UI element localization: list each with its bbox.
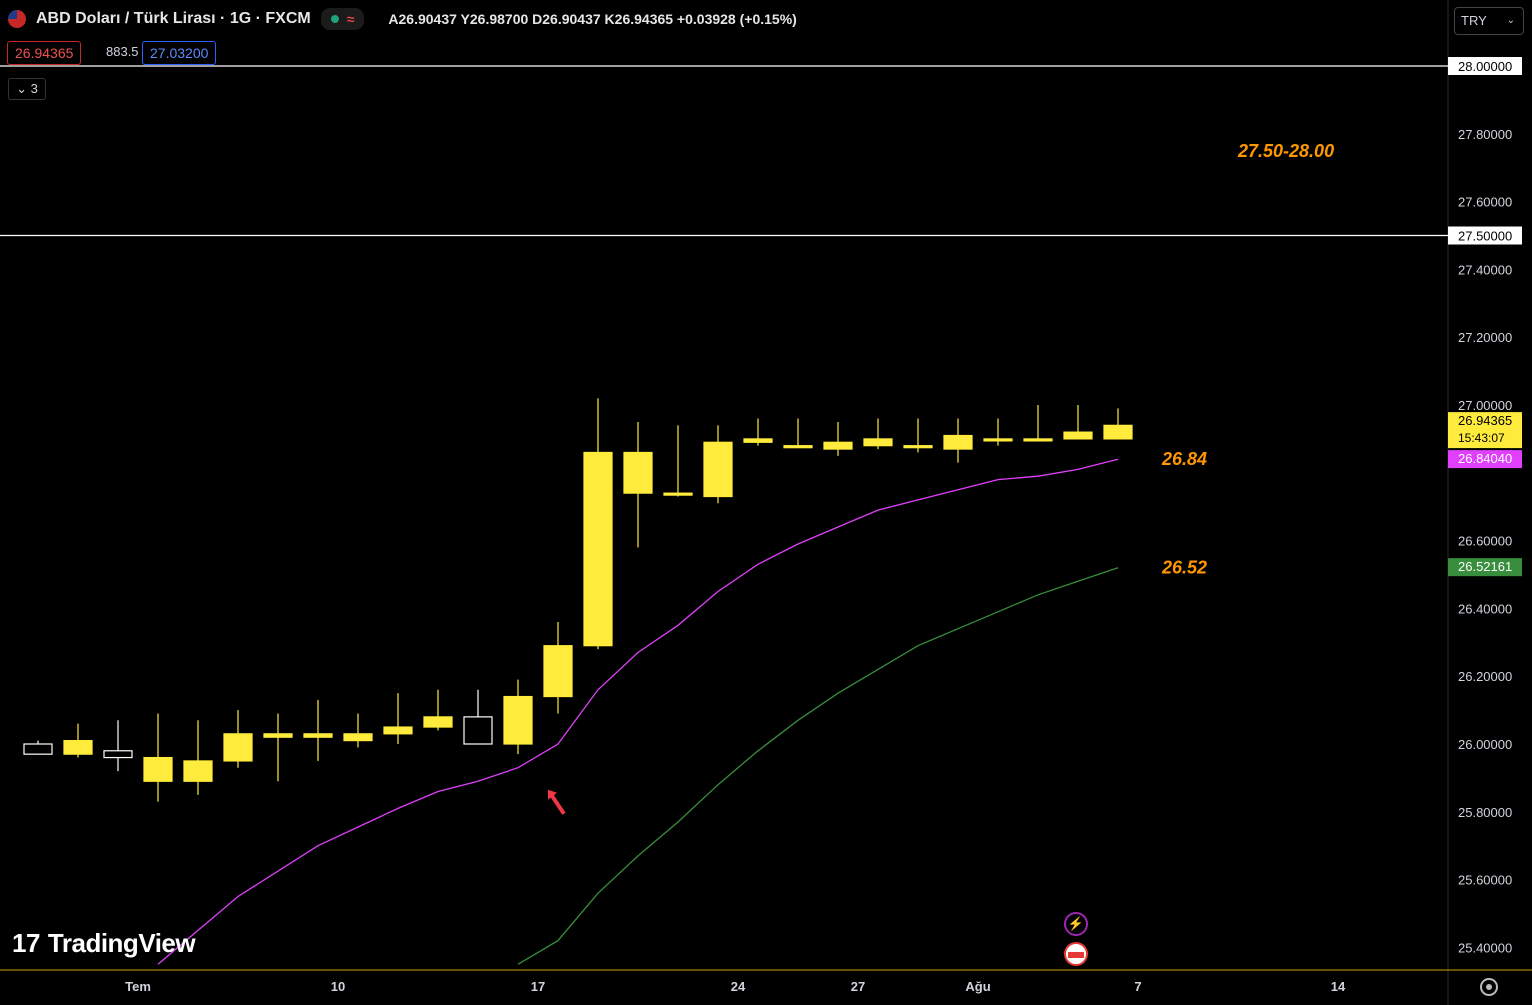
level-price-tag [1448, 57, 1522, 75]
candle-body[interactable] [383, 726, 413, 735]
price-axis-tag-label: 26.52161 [1458, 559, 1512, 574]
level-annotation-text[interactable]: 26.84 [1161, 449, 1207, 469]
price-axis-tag [1448, 558, 1522, 577]
candle-body[interactable] [623, 451, 653, 494]
price-axis-tag-label: 26.84040 [1458, 451, 1512, 466]
chevron-down-icon: ⌄ [16, 81, 28, 96]
candle-body[interactable] [703, 441, 733, 498]
candle-body[interactable] [583, 451, 613, 647]
y-tick-label: 27.40000 [1458, 262, 1512, 277]
candle-body[interactable] [183, 760, 213, 782]
candle-body[interactable] [263, 733, 293, 738]
candle-body[interactable] [1023, 438, 1053, 442]
candle-body[interactable] [103, 750, 133, 759]
candle-body[interactable] [943, 434, 973, 450]
y-tick-label: 25.40000 [1458, 940, 1512, 955]
chevron-down-icon: ⌄ [1506, 15, 1515, 26]
level-annotation-text[interactable]: 27.50-28.00 [1237, 141, 1334, 161]
candle-body[interactable] [743, 438, 773, 443]
y-tick-label: 27.60000 [1458, 195, 1512, 210]
x-tick-label: 17 [531, 979, 545, 994]
spread-value: 883.5 [106, 44, 139, 59]
candle-body[interactable] [423, 716, 453, 728]
y-tick-label: 27.80000 [1458, 127, 1512, 142]
x-tick-label: 24 [731, 979, 746, 994]
level-annotation-text[interactable]: 26.52 [1161, 558, 1207, 578]
candle-body[interactable] [23, 743, 53, 755]
market-status-pill[interactable]: ≈ [320, 8, 365, 30]
y-tick-label: 26.60000 [1458, 534, 1512, 549]
candle-body[interactable] [223, 733, 253, 762]
tradingview-logo[interactable]: 17 TradingView [12, 928, 196, 959]
x-tick-label: Ağu [965, 979, 990, 994]
x-tick-label: 10 [331, 979, 345, 994]
usd-try-flag-icon [8, 10, 26, 28]
lightning-event-icon[interactable]: ⚡ [1064, 912, 1088, 936]
tv-logo-icon: 17 [12, 928, 40, 958]
level-price-label: 28.00000 [1458, 59, 1512, 74]
data-delay-icon: ≈ [346, 11, 355, 27]
x-tick-label: 14 [1331, 979, 1346, 994]
arrow-head-icon [548, 789, 557, 800]
candle-body[interactable] [783, 445, 813, 449]
countdown-label: 15:43:07 [1458, 431, 1505, 445]
watermark-text: TradingView [47, 928, 196, 958]
moving-average-short-line[interactable] [157, 458, 1119, 965]
candle-body[interactable] [1103, 424, 1133, 440]
candle-body[interactable] [983, 438, 1013, 442]
currency-label: TRY [1461, 13, 1487, 28]
candle-body[interactable] [63, 740, 93, 755]
x-tick-label: 27 [851, 979, 865, 994]
gear-icon[interactable] [1480, 978, 1498, 996]
candle-body[interactable] [303, 733, 333, 738]
indicator-legend-toggle[interactable]: ⌄ 3 [8, 78, 46, 100]
price-axis-tag [1448, 412, 1522, 449]
sell-price-button[interactable]: 26.94365 [7, 41, 82, 65]
y-tick-label: 27.20000 [1458, 330, 1512, 345]
price-axis-tag-label: 26.94365 [1458, 413, 1512, 428]
candle-body[interactable] [143, 756, 173, 782]
moving-average-long-line[interactable] [517, 567, 1119, 965]
y-tick-label: 26.40000 [1458, 601, 1512, 616]
candle-body[interactable] [463, 716, 493, 745]
candle-body[interactable] [343, 733, 373, 742]
candle-body[interactable] [543, 645, 573, 698]
price-axis-tag [1448, 450, 1522, 469]
currency-select[interactable]: TRY ⌄ [1454, 7, 1524, 35]
ohlc-values: A26.90437 Y26.98700 D26.90437 K26.94365 … [388, 11, 797, 27]
arrow-shaft [550, 794, 566, 815]
candle-body[interactable] [823, 441, 853, 450]
y-tick-label: 26.00000 [1458, 737, 1512, 752]
y-tick-label: 26.20000 [1458, 669, 1512, 684]
candle-body[interactable] [903, 445, 933, 449]
chart-header: ABD Doları / Türk Lirası · 1G · FXCM ≈ A… [8, 8, 797, 30]
legend-count: 3 [30, 81, 38, 96]
x-tick-label: 7 [1134, 979, 1141, 994]
level-price-tag [1448, 226, 1522, 245]
market-open-dot-icon [330, 15, 339, 23]
buy-price-button[interactable]: 27.03200 [142, 41, 217, 65]
candle-body[interactable] [863, 438, 893, 447]
candle-body[interactable] [1063, 431, 1093, 440]
level-price-label: 27.50000 [1458, 229, 1512, 244]
y-tick-label: 25.80000 [1458, 805, 1512, 820]
symbol-title[interactable]: ABD Doları / Türk Lirası · 1G · FXCM [36, 10, 311, 27]
y-tick-label: 27.00000 [1458, 398, 1512, 413]
us-flag-event-icon[interactable] [1064, 942, 1088, 966]
y-tick-label: 25.60000 [1458, 873, 1512, 888]
candle-body[interactable] [663, 492, 693, 496]
candle-body[interactable] [503, 695, 533, 745]
x-tick-label: Tem [125, 979, 151, 994]
